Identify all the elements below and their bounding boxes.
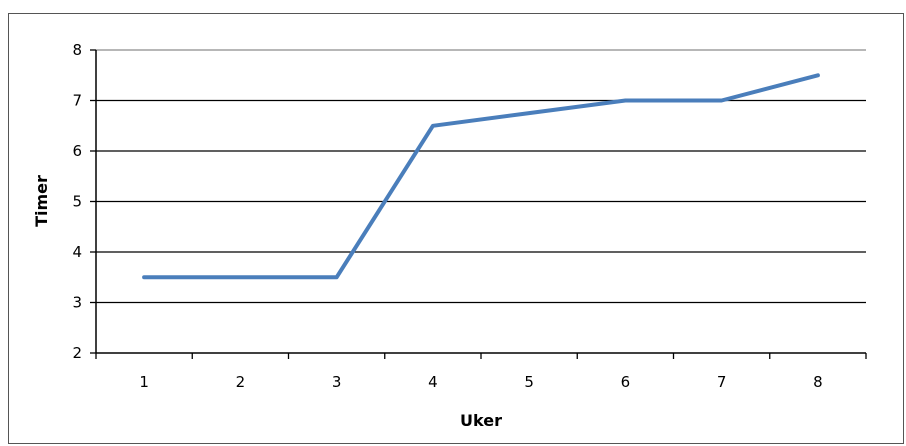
gridlines [96,49,866,304]
x-tick-label-6: 6 [621,373,631,391]
y-tick-label-2: 2 [72,344,82,362]
y-tick-labels: 2 3 4 5 6 7 8 [72,41,82,362]
x-tick-label-4: 4 [428,373,438,391]
x-axis-title: Uker [460,411,502,430]
axes [90,49,867,359]
x-tick-labels: 1 2 3 4 5 6 7 8 [139,373,822,391]
y-tick-label-3: 3 [72,294,82,312]
y-tick-label-5: 5 [72,193,82,211]
x-tick-label-2: 2 [236,373,246,391]
x-tick-label-7: 7 [717,373,727,391]
series-line-0 [142,73,820,280]
series [142,73,820,280]
y-tick-label-8: 8 [72,41,82,59]
y-axis-title: Timer [32,175,51,227]
x-tick-label-8: 8 [813,373,823,391]
y-tick-label-6: 6 [72,142,82,160]
x-tick-label-1: 1 [139,373,149,391]
chart-frame [8,13,904,444]
y-tick-label-4: 4 [72,243,82,261]
y-tick-label-7: 7 [72,92,82,110]
x-tick-label-5: 5 [524,373,534,391]
x-tick-label-3: 3 [332,373,342,391]
